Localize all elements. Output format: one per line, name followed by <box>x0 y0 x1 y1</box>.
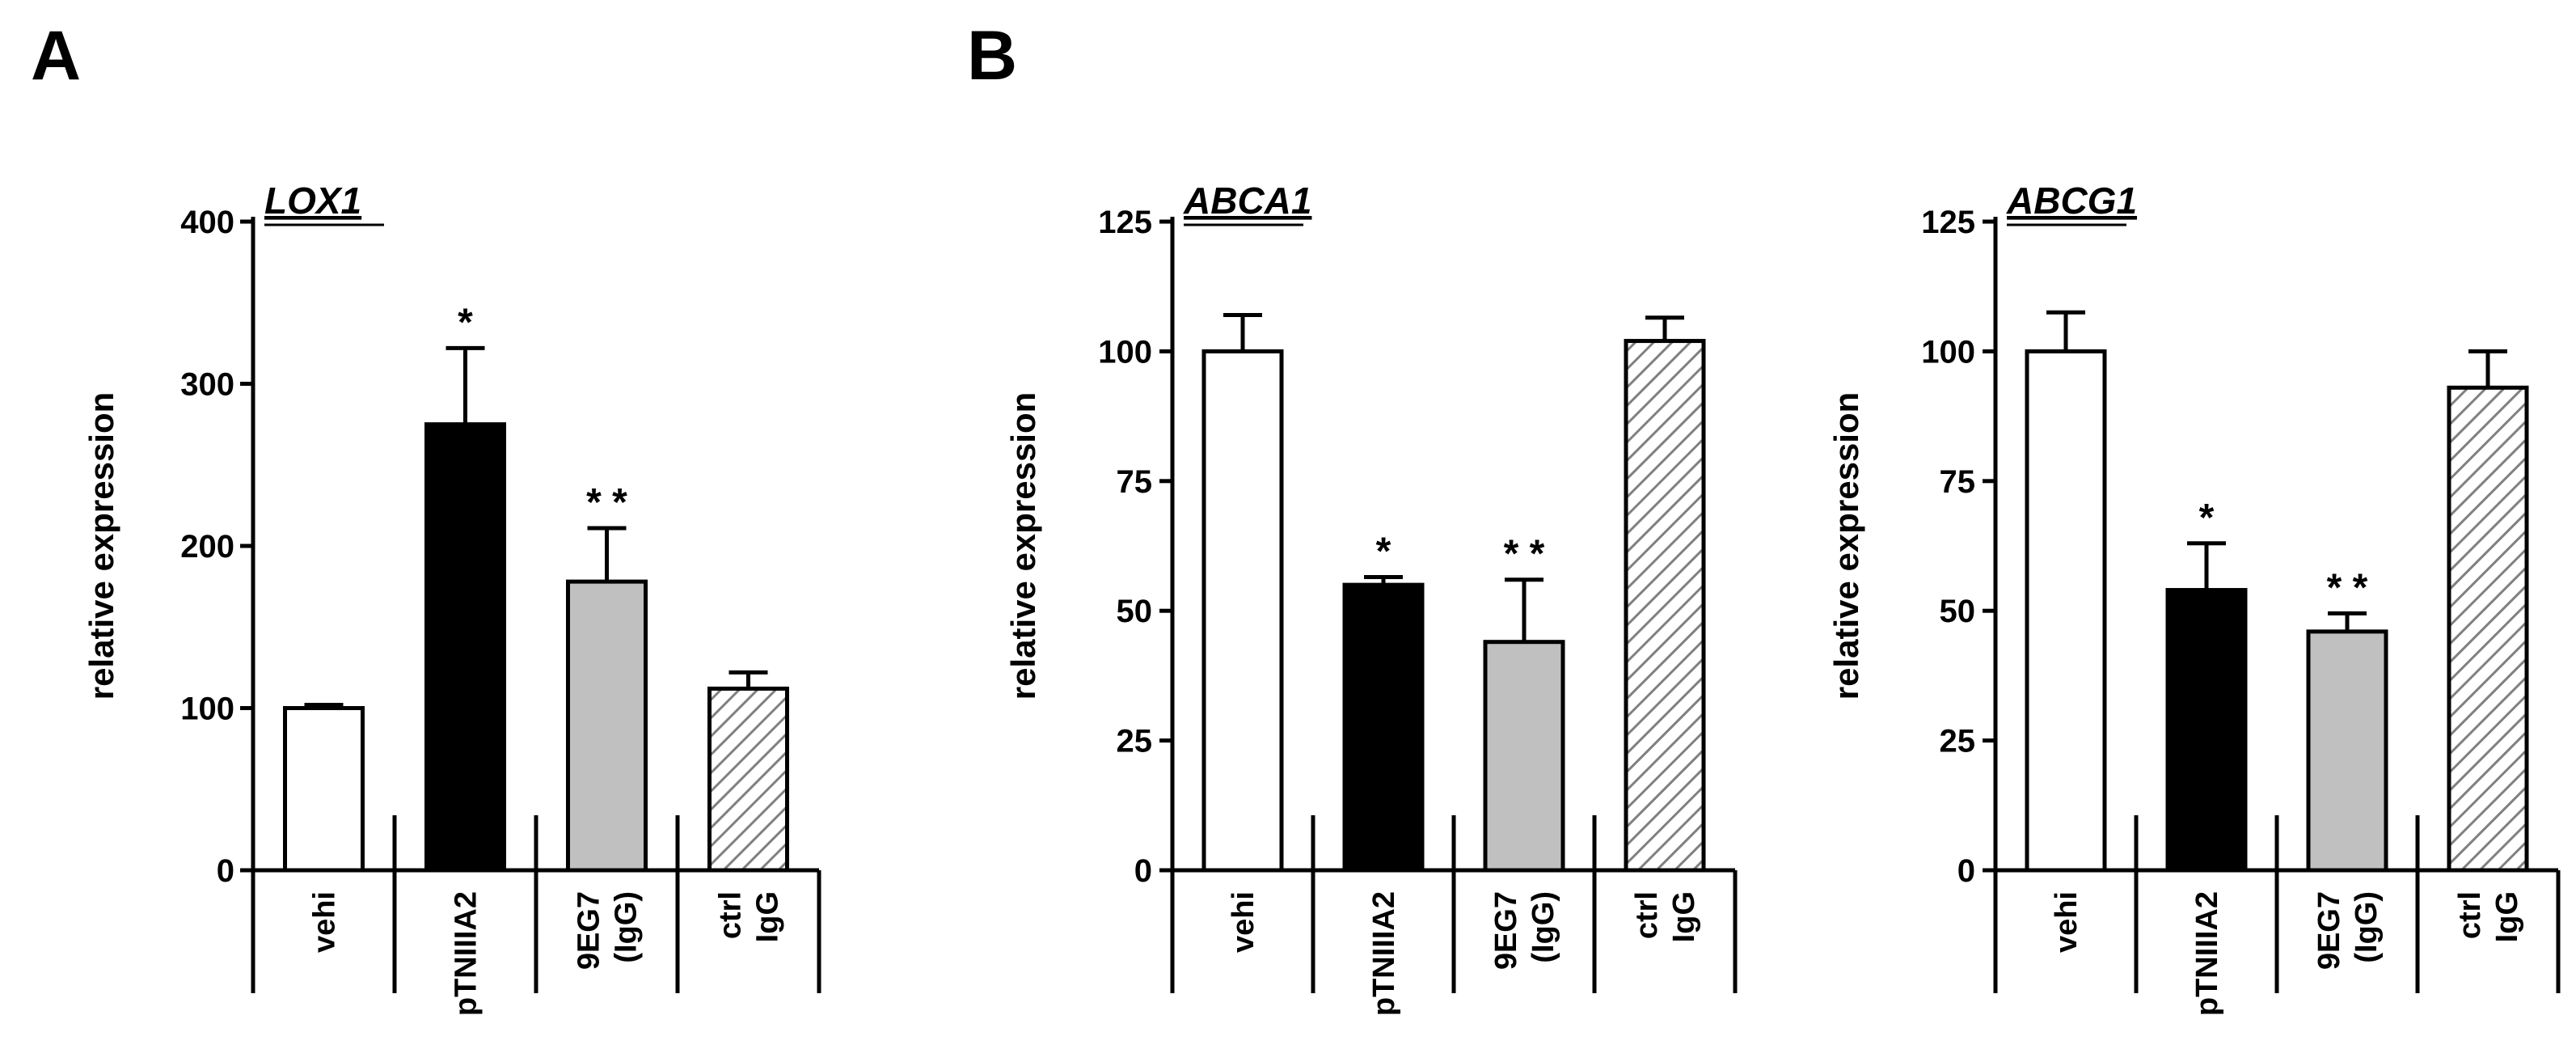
bar <box>2165 588 2248 873</box>
category-label: vehi <box>2050 891 2084 953</box>
bar <box>1483 640 1565 873</box>
gene-title: ABCG1 <box>2006 180 2137 222</box>
bar <box>566 579 648 873</box>
y-tick-label: 100 <box>1098 334 1152 370</box>
y-axis-label: relative expression <box>82 392 120 700</box>
y-tick-label: 125 <box>1921 205 1975 240</box>
category-label: 9EG7 <box>1489 891 1523 970</box>
y-tick-label: 25 <box>1940 724 1976 759</box>
category-label: ctrl <box>714 891 748 939</box>
y-tick-label: 75 <box>1940 464 1976 500</box>
bar <box>2306 629 2388 873</box>
chart-lox1: 0 100 200 300 400 relative expression LOX1 vehi… <box>82 180 821 1016</box>
category-label: vehi <box>308 891 342 953</box>
panel-letter-a: A <box>31 17 81 95</box>
y-tick-label: 125 <box>1098 205 1152 240</box>
category-label: pTNIIIA2 <box>450 891 484 1016</box>
category-label: 9EG7 <box>2312 891 2346 970</box>
bar <box>424 422 506 873</box>
category-label: ctrl <box>2453 891 2487 939</box>
bar <box>1624 339 1706 873</box>
category-label: vehi <box>1227 891 1261 953</box>
significance-mark: * * <box>586 481 627 524</box>
y-tick-label: 0 <box>217 853 234 889</box>
y-tick-label: 400 <box>180 205 234 240</box>
y-tick-label: 100 <box>1921 334 1975 370</box>
significance-mark: * * <box>1504 533 1545 576</box>
category-label: ctrl <box>1630 891 1664 939</box>
category-label: IgG <box>1667 891 1701 942</box>
bar <box>2025 349 2107 873</box>
category-label: (IgG) <box>610 891 644 963</box>
category-label: 9EG7 <box>572 891 606 970</box>
category-label: IgG <box>2490 891 2524 942</box>
category-label: IgG <box>751 891 785 942</box>
gene-title: LOX1 <box>264 180 361 222</box>
y-axis-label: relative expression <box>1004 392 1042 700</box>
y-tick-label: 50 <box>1117 594 1153 629</box>
y-tick-label: 50 <box>1940 594 1976 629</box>
bar <box>707 686 789 873</box>
bar <box>2447 385 2529 873</box>
bar <box>1201 349 1284 873</box>
y-axis-label: relative expression <box>1827 392 1865 700</box>
panel-letter-b: B <box>967 17 1017 95</box>
y-tick-label: 75 <box>1117 464 1153 500</box>
category-label: pTNIIIA2 <box>2190 891 2224 1016</box>
category-label: (IgG) <box>2350 891 2384 963</box>
category-label: (IgG) <box>1527 891 1560 963</box>
y-tick-label: 25 <box>1117 724 1153 759</box>
y-tick-label: 200 <box>180 529 234 565</box>
bar <box>283 706 365 873</box>
y-tick-label: 0 <box>1134 853 1152 889</box>
significance-mark: * <box>2199 497 2215 539</box>
category-label: pTNIIIA2 <box>1367 891 1401 1016</box>
y-tick-label: 300 <box>180 367 234 403</box>
chart-abcg1: 0 25 50 75 100 125 relative expression ABCG1 veh… <box>1827 180 2561 1016</box>
significance-mark: * <box>458 301 473 344</box>
y-tick-label: 100 <box>180 692 234 727</box>
significance-mark: * * <box>2327 566 2368 609</box>
gene-title: ABCA1 <box>1183 180 1311 222</box>
bar <box>1342 582 1425 873</box>
chart-abca1: 0 25 50 75 100 125 relative expression ABCA1 veh… <box>1004 180 1738 1016</box>
significance-mark: * <box>1376 530 1391 573</box>
y-tick-label: 0 <box>1957 853 1975 889</box>
